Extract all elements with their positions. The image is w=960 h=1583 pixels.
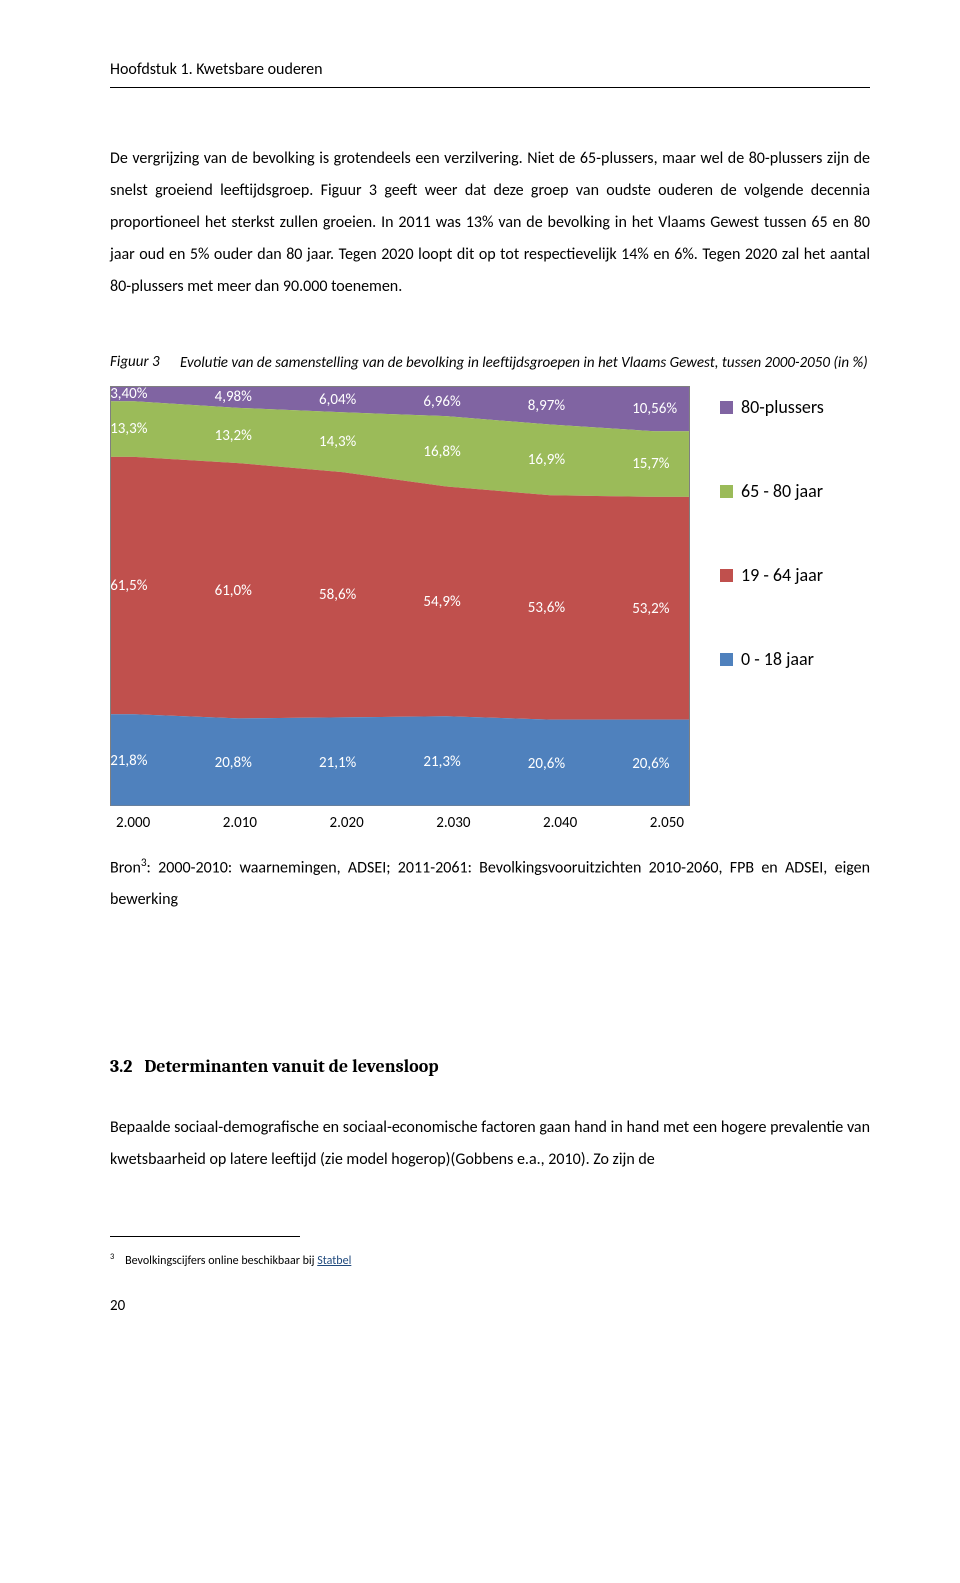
source-pre: Bron xyxy=(110,858,141,877)
chart-data-label: 53,2% xyxy=(632,600,669,618)
page: Hoofdstuk 1. Kwetsbare ouderen De vergri… xyxy=(0,0,960,1355)
chart-x-axis: 2.000 2.010 2.020 2.030 2.040 2.050 xyxy=(110,814,690,832)
legend-swatch xyxy=(720,401,733,414)
legend-item: 19 - 64 jaar xyxy=(720,564,824,586)
section-title: Determinanten vanuit de levensloop xyxy=(144,1056,438,1077)
chart-data-label: 8,97% xyxy=(528,397,565,415)
footnote-num: 3 xyxy=(110,1252,114,1262)
section-num: 3.2 xyxy=(110,1056,132,1077)
x-axis-label: 2.010 xyxy=(223,814,257,832)
legend-item: 65 - 80 jaar xyxy=(720,480,824,502)
footnote-text: Bevolkingscijfers online beschikbaar bij xyxy=(125,1254,317,1268)
chart-data-label: 13,2% xyxy=(215,427,252,445)
source-post: : 2000-2010: waarnemingen, ADSEI; 2011-2… xyxy=(110,858,870,909)
x-axis-label: 2.020 xyxy=(330,814,364,832)
chart-data-label: 15,7% xyxy=(632,455,669,473)
chart-wrap: 3,40% 4,98% 6,04% 6,96% 8,97% 10,56% 13,3% 13,2… xyxy=(110,386,870,832)
chart-data-label: 6,04% xyxy=(319,391,356,409)
chart-data-label: 16,8% xyxy=(423,443,460,461)
legend-swatch xyxy=(720,485,733,498)
chart-data-label: 21,3% xyxy=(423,753,460,771)
legend-item: 80-plussers xyxy=(720,396,824,418)
legend-label: 65 - 80 jaar xyxy=(741,480,823,502)
chart-data-label: 16,9% xyxy=(528,451,565,469)
chart-data-label: 21,8% xyxy=(110,752,147,770)
chart-data-label: 21,1% xyxy=(319,754,356,772)
chart-data-label: 20,8% xyxy=(215,754,252,772)
header-rule xyxy=(110,87,870,88)
chart-data-label: 61,0% xyxy=(215,582,252,600)
legend-label: 0 - 18 jaar xyxy=(741,648,814,670)
figure-caption-row: Figuur 3 Evolutie van de samenstelling v… xyxy=(110,353,870,374)
paragraph-2: Bepaalde sociaal-demografische en sociaa… xyxy=(110,1112,870,1176)
chart-data-label: 3,40% xyxy=(110,385,147,403)
section-heading: 3.2 Determinanten vanuit de levensloop xyxy=(110,1056,870,1077)
x-axis-label: 2.050 xyxy=(650,814,684,832)
paragraph-1: De vergrijzing van de bevolking is grote… xyxy=(110,143,870,303)
page-number: 20 xyxy=(110,1297,870,1315)
footnote-link[interactable]: Statbel xyxy=(317,1254,351,1268)
legend-swatch xyxy=(720,653,733,666)
chart-labels-layer: 3,40% 4,98% 6,04% 6,96% 8,97% 10,56% 13,3% 13,2… xyxy=(111,387,689,805)
x-axis-label: 2.030 xyxy=(436,814,470,832)
chart-data-label: 53,6% xyxy=(528,599,565,617)
chart-data-label: 14,3% xyxy=(319,433,356,451)
chart-data-label: 13,3% xyxy=(110,420,147,438)
chart-data-label: 20,6% xyxy=(632,755,669,773)
legend-item: 0 - 18 jaar xyxy=(720,648,824,670)
x-axis-label: 2.040 xyxy=(543,814,577,832)
footnote-rule xyxy=(110,1236,300,1237)
footnote: 3 Bevolkingscijfers online beschikbaar b… xyxy=(110,1251,870,1271)
stacked-area-chart: 3,40% 4,98% 6,04% 6,96% 8,97% 10,56% 13,3% 13,2… xyxy=(110,386,690,806)
chart-data-label: 20,6% xyxy=(528,755,565,773)
chart-data-label: 58,6% xyxy=(319,586,356,604)
x-axis-label: 2.000 xyxy=(116,814,150,832)
chart-data-label: 4,98% xyxy=(215,388,252,406)
chart-data-label: 10,56% xyxy=(632,400,677,418)
chart-data-label: 61,5% xyxy=(110,577,147,595)
chapter-header: Hoofdstuk 1. Kwetsbare ouderen xyxy=(110,60,870,79)
chart-legend: 80-plussers 65 - 80 jaar 19 - 64 jaar 0 - 1… xyxy=(720,386,824,732)
legend-label: 19 - 64 jaar xyxy=(741,564,823,586)
figure-caption: Evolutie van de samenstelling van de bev… xyxy=(180,353,868,374)
chart-data-label: 54,9% xyxy=(423,593,460,611)
figure-source: Bron3: 2000-2010: waarnemingen, ADSEI; 2… xyxy=(110,852,870,916)
legend-swatch xyxy=(720,569,733,582)
legend-label: 80-plussers xyxy=(741,396,824,418)
chart-data-label: 6,96% xyxy=(423,393,460,411)
figure-label: Figuur 3 xyxy=(110,353,180,371)
